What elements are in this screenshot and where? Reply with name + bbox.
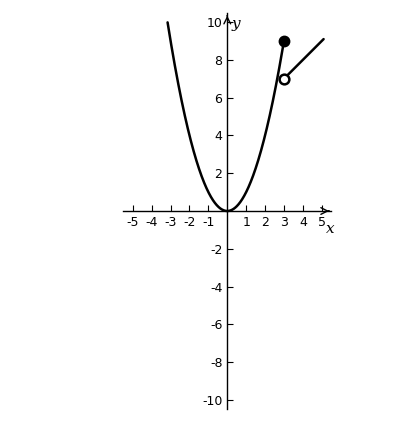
Text: y: y [232, 16, 241, 31]
Text: x: x [326, 222, 334, 236]
